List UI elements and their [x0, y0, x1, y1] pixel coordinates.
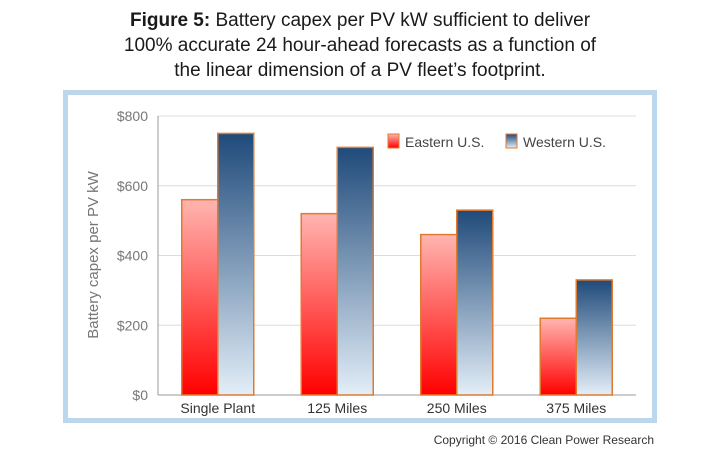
y-tick-label: $600 [117, 178, 148, 194]
y-axis-ticks: $0 $200 $400 $600 $800 [117, 108, 148, 403]
bar-eastern [300, 212, 338, 396]
legend-swatch-western [505, 133, 518, 149]
legend-label-eastern: Eastern U.S. [405, 134, 484, 150]
y-axis-label: Battery capex per PV kW [85, 170, 102, 338]
figure-label: Figure 5: [129, 10, 211, 31]
bar-western [217, 132, 255, 396]
bar-eastern [539, 317, 577, 396]
x-tick-label: 125 Miles [307, 400, 367, 416]
y-tick-label: $200 [117, 317, 148, 333]
y-tick-label: $0 [132, 387, 148, 403]
x-tick-label: 250 Miles [427, 400, 487, 416]
bar-eastern [420, 233, 458, 396]
bar-eastern [181, 198, 219, 396]
x-tick-label: Single Plant [180, 400, 255, 416]
legend: Eastern U.S. Western U.S. [387, 133, 606, 150]
title-line-1: Figure 5: Battery capex per PV kW suffic… [60, 8, 660, 33]
x-axis-ticks: Single Plant 125 Miles 250 Miles 375 Miles [180, 400, 606, 416]
bar-western [456, 209, 494, 396]
y-tick-label: $400 [117, 248, 148, 264]
bar-western [336, 146, 374, 396]
title-line-3: the linear dimension of a PV fleet’s foo… [174, 60, 546, 81]
legend-swatch-eastern [387, 133, 400, 149]
bars [181, 132, 613, 396]
figure-title: Figure 5: Battery capex per PV kW suffic… [60, 8, 660, 83]
x-tick-label: 375 Miles [546, 400, 606, 416]
copyright: Copyright © 2016 Clean Power Research [433, 433, 654, 447]
legend-label-western: Western U.S. [523, 134, 606, 150]
title-line-1-text: Battery capex per PV kW sufficient to de… [215, 10, 591, 31]
bar-western [575, 279, 613, 396]
title-line-2: 100% accurate 24 hour-ahead forecasts as… [123, 35, 597, 56]
y-tick-label: $800 [117, 108, 148, 124]
